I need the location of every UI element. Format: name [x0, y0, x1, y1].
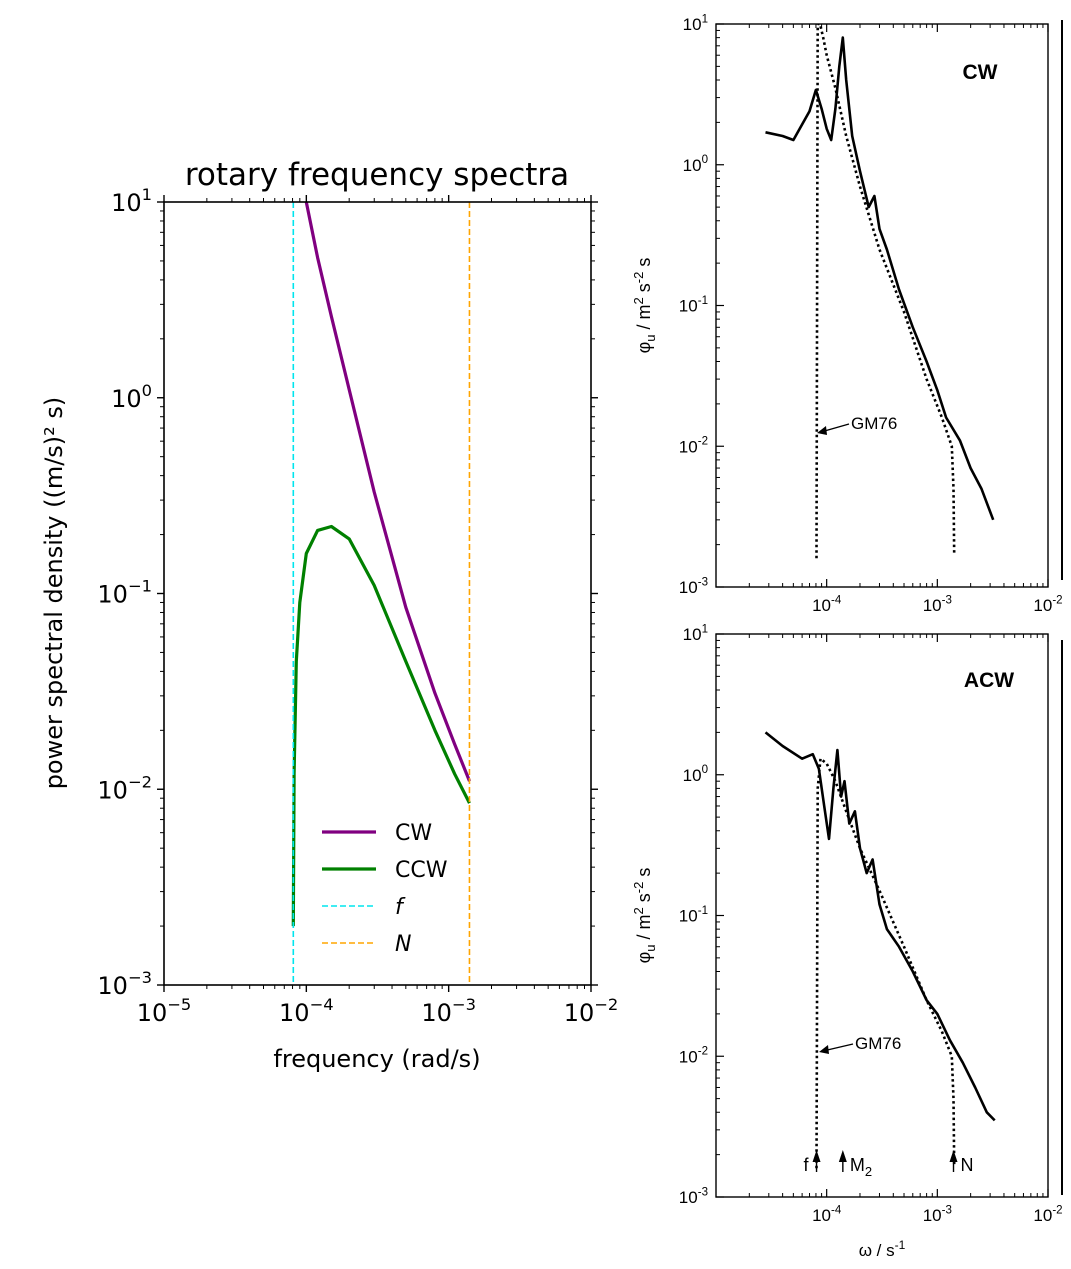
left-chart: rotary frequency spectra 10−5 10−4 10−3 10−…	[40, 157, 618, 1073]
x-tick-label: 10−3	[421, 995, 476, 1027]
marker-n-label: N	[961, 1155, 974, 1175]
gm76-label-top: GM76	[851, 414, 897, 433]
y-tick-label: 10-3	[679, 1186, 708, 1207]
y-tick-label: 10-2	[679, 436, 708, 457]
x-tick-label: 10−4	[279, 995, 334, 1027]
frequency-markers: f M2 N	[804, 1150, 974, 1179]
gm76-model-line	[815, 757, 956, 1169]
observed-spectrum-line	[765, 36, 995, 521]
y-tick-label: 10-3	[679, 576, 708, 597]
y-tick-label: 101	[683, 13, 708, 34]
y-tick-label: 10-1	[679, 905, 708, 926]
y-axis-label: power spectral density ((m/s)² s)	[40, 397, 68, 790]
marker-n-arrow-head	[949, 1150, 958, 1162]
y-tick-label: 100	[683, 154, 708, 175]
series-cw-line	[304, 202, 471, 782]
rt-plot-series-group	[765, 24, 995, 559]
y-tick-label: 10-2	[679, 1046, 708, 1067]
right-top-chart: 10-3 10-2 10-1 100 101 10-4 10-3 10-2 CW GM76 φ…	[631, 13, 1063, 615]
x-axis-label-text: ω / s-1	[859, 1238, 906, 1260]
gm76-label-bottom: GM76	[855, 1034, 901, 1053]
legend-f-label: f	[395, 895, 406, 920]
x-tick-label: 10-4	[812, 1204, 842, 1225]
x-tick-label: 10-3	[923, 1204, 952, 1225]
gm76-arrow-top	[817, 423, 850, 435]
right-bottom-plot-area: 10-3 10-2 10-1 100 101 10-4 10-3 10-2	[679, 623, 1063, 1225]
marker-m2-label: M2	[850, 1155, 872, 1179]
x-tick-label: 10−2	[564, 995, 619, 1027]
right-top-plot-area: 10-3 10-2 10-1 100 101 10-4 10-3 10-2	[679, 13, 1063, 615]
right-top-y-axis-label: φu / m2 s-2 s	[631, 258, 658, 354]
right-bottom-y-axis-label: φu / m2 s-2 s	[631, 868, 658, 964]
x-tick-label: 10-2	[1033, 1204, 1062, 1225]
right-bottom-x-axis-label: ω / s-1	[859, 1238, 906, 1260]
legend-ccw-label: CCW	[395, 858, 448, 883]
y-tick-label: 10−2	[97, 772, 152, 804]
legend: CW CCW fN	[322, 821, 448, 957]
left-series-group	[291, 202, 471, 985]
gm76-arrow-bottom	[819, 1043, 854, 1054]
observed-spectrum-line	[764, 731, 996, 1122]
x-tick-label: 10-4	[812, 594, 842, 615]
legend-cw-label: CW	[395, 821, 432, 846]
panel-label-cw: CW	[963, 61, 998, 84]
x-tick-label: 10-3	[923, 594, 952, 615]
left-y-tick-labels: 10−3 10−2 10−1 100 101	[97, 185, 598, 1000]
y-tick-label: 100	[111, 381, 152, 413]
panel-label-acw: ACW	[964, 669, 1014, 692]
x-axis-label: frequency (rad/s)	[273, 1045, 480, 1073]
y-tick-label: 10-1	[679, 295, 708, 316]
marker-f-arrow-head	[812, 1150, 821, 1162]
y-axis-label-text: φu / m2 s-2 s	[631, 868, 658, 964]
y-tick-label: 101	[111, 185, 152, 217]
left-x-tick-labels: 10−5 10−4 10−3 10−2	[137, 195, 619, 1027]
y-axis-label-text: φu / m2 s-2 s	[631, 258, 658, 354]
left-plot-area	[163, 201, 592, 986]
y-tick-label: 10−3	[97, 968, 152, 1000]
rb-plot-series-group	[764, 731, 996, 1169]
rt-plot-frame	[715, 23, 1049, 588]
x-tick-label: 10−5	[137, 995, 192, 1027]
chart-title: rotary frequency spectra	[185, 157, 569, 193]
y-tick-label: 10−1	[97, 577, 152, 609]
marker-m2-arrow-head	[838, 1150, 847, 1162]
y-tick-label: 100	[683, 764, 708, 785]
y-tick-label: 101	[683, 623, 708, 644]
x-tick-label: 10-2	[1033, 594, 1062, 615]
gm76-model-line	[815, 24, 956, 559]
marker-f-label: f	[804, 1155, 810, 1175]
legend-n-label: N	[395, 932, 411, 957]
series-ccw-line	[291, 524, 471, 927]
